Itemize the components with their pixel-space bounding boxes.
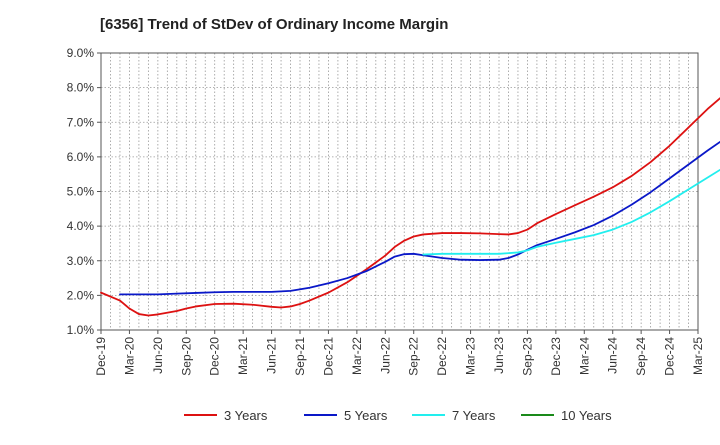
x-tick-label: Dec-23 xyxy=(549,337,563,376)
y-tick-label: 2.0% xyxy=(67,288,95,302)
grid-layer xyxy=(101,53,698,330)
y-tick-label: 8.0% xyxy=(67,81,95,95)
x-tick-label: Jun-24 xyxy=(606,337,620,374)
x-tick-label: Mar-23 xyxy=(464,337,478,375)
x-tick-label: Dec-19 xyxy=(94,337,108,376)
x-tick-label: Dec-24 xyxy=(663,337,677,376)
x-tick-label: Jun-22 xyxy=(378,337,392,374)
x-tick-label: Dec-20 xyxy=(208,337,222,376)
y-tick-label: 7.0% xyxy=(67,115,95,129)
y-tick-label: 9.0% xyxy=(67,46,95,60)
series-layer xyxy=(100,97,720,317)
legend-label-5-years: 5 Years xyxy=(344,408,388,423)
x-tick-label: Sep-22 xyxy=(407,337,421,376)
x-tick-label: Mar-21 xyxy=(236,337,250,375)
x-tick-label: Sep-23 xyxy=(520,337,534,376)
y-tick-label: 1.0% xyxy=(67,323,95,337)
x-tick-label: Mar-25 xyxy=(691,337,705,375)
x-tick-label: Dec-22 xyxy=(435,337,449,376)
x-tick-label: Jun-23 xyxy=(492,337,506,374)
x-tick-label: Mar-20 xyxy=(122,337,136,375)
series-line-7-years xyxy=(422,168,720,256)
series-line-3-years xyxy=(100,97,720,317)
x-tick-label: Sep-20 xyxy=(179,337,193,376)
x-tick-label: Mar-24 xyxy=(577,337,591,375)
y-tick-label: 3.0% xyxy=(67,254,95,268)
x-tick-label: Sep-21 xyxy=(293,337,307,376)
y-tick-label: 6.0% xyxy=(67,150,95,164)
x-tick-label: Dec-21 xyxy=(321,337,335,376)
axis-layer: 1.0% 2.0% 3.0% 4.0% 5.0% 6.0% 7.0% 8.0% 9.0% Dec-… xyxy=(67,46,705,376)
x-tick-label: Mar-22 xyxy=(350,337,364,375)
legend-label-10-years: 10 Years xyxy=(561,408,612,423)
legend-label-7-years: 7 Years xyxy=(452,408,496,423)
y-tick-label: 5.0% xyxy=(67,185,95,199)
legend-label-3-years: 3 Years xyxy=(224,408,268,423)
x-tick-label: Sep-24 xyxy=(634,337,648,376)
legend: 3 Years 5 Years 7 Years 10 Years xyxy=(184,408,612,423)
x-tick-label: Jun-20 xyxy=(151,337,165,374)
chart-title: [6356] Trend of StDev of Ordinary Income… xyxy=(100,16,448,33)
y-tick-label: 4.0% xyxy=(67,219,95,233)
x-tick-label: Jun-21 xyxy=(265,337,279,374)
series-line-5-years xyxy=(119,140,720,296)
